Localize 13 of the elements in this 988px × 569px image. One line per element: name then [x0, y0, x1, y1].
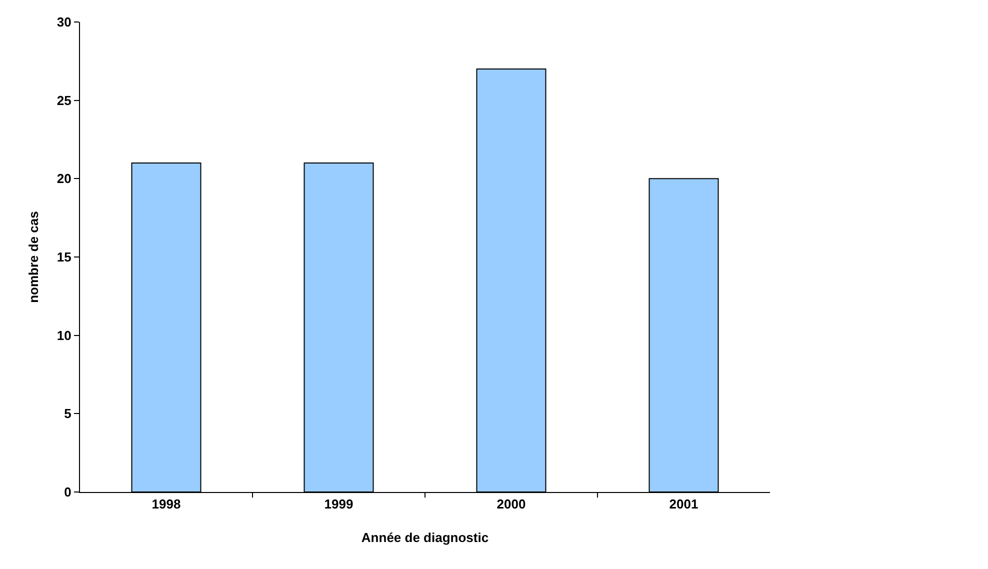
y-tick-label: 10	[56, 328, 72, 343]
x-tick-label: 2001	[669, 496, 698, 512]
y-tick-label: 20	[56, 171, 72, 186]
x-tick-label: 1998	[152, 496, 181, 512]
y-tick-label: 15	[56, 250, 72, 265]
y-axis-title: nombre de cas	[26, 211, 41, 303]
x-tick-label: 1999	[324, 496, 354, 512]
x-tick-label: 2000	[496, 496, 526, 512]
y-tick-label: 0	[64, 484, 72, 500]
x-axis-title: Année de diagnostic	[361, 530, 489, 546]
y-tick-label: 30	[56, 14, 72, 30]
y-tick-label: 5	[64, 406, 72, 422]
y-tick-label: 25	[56, 92, 72, 108]
